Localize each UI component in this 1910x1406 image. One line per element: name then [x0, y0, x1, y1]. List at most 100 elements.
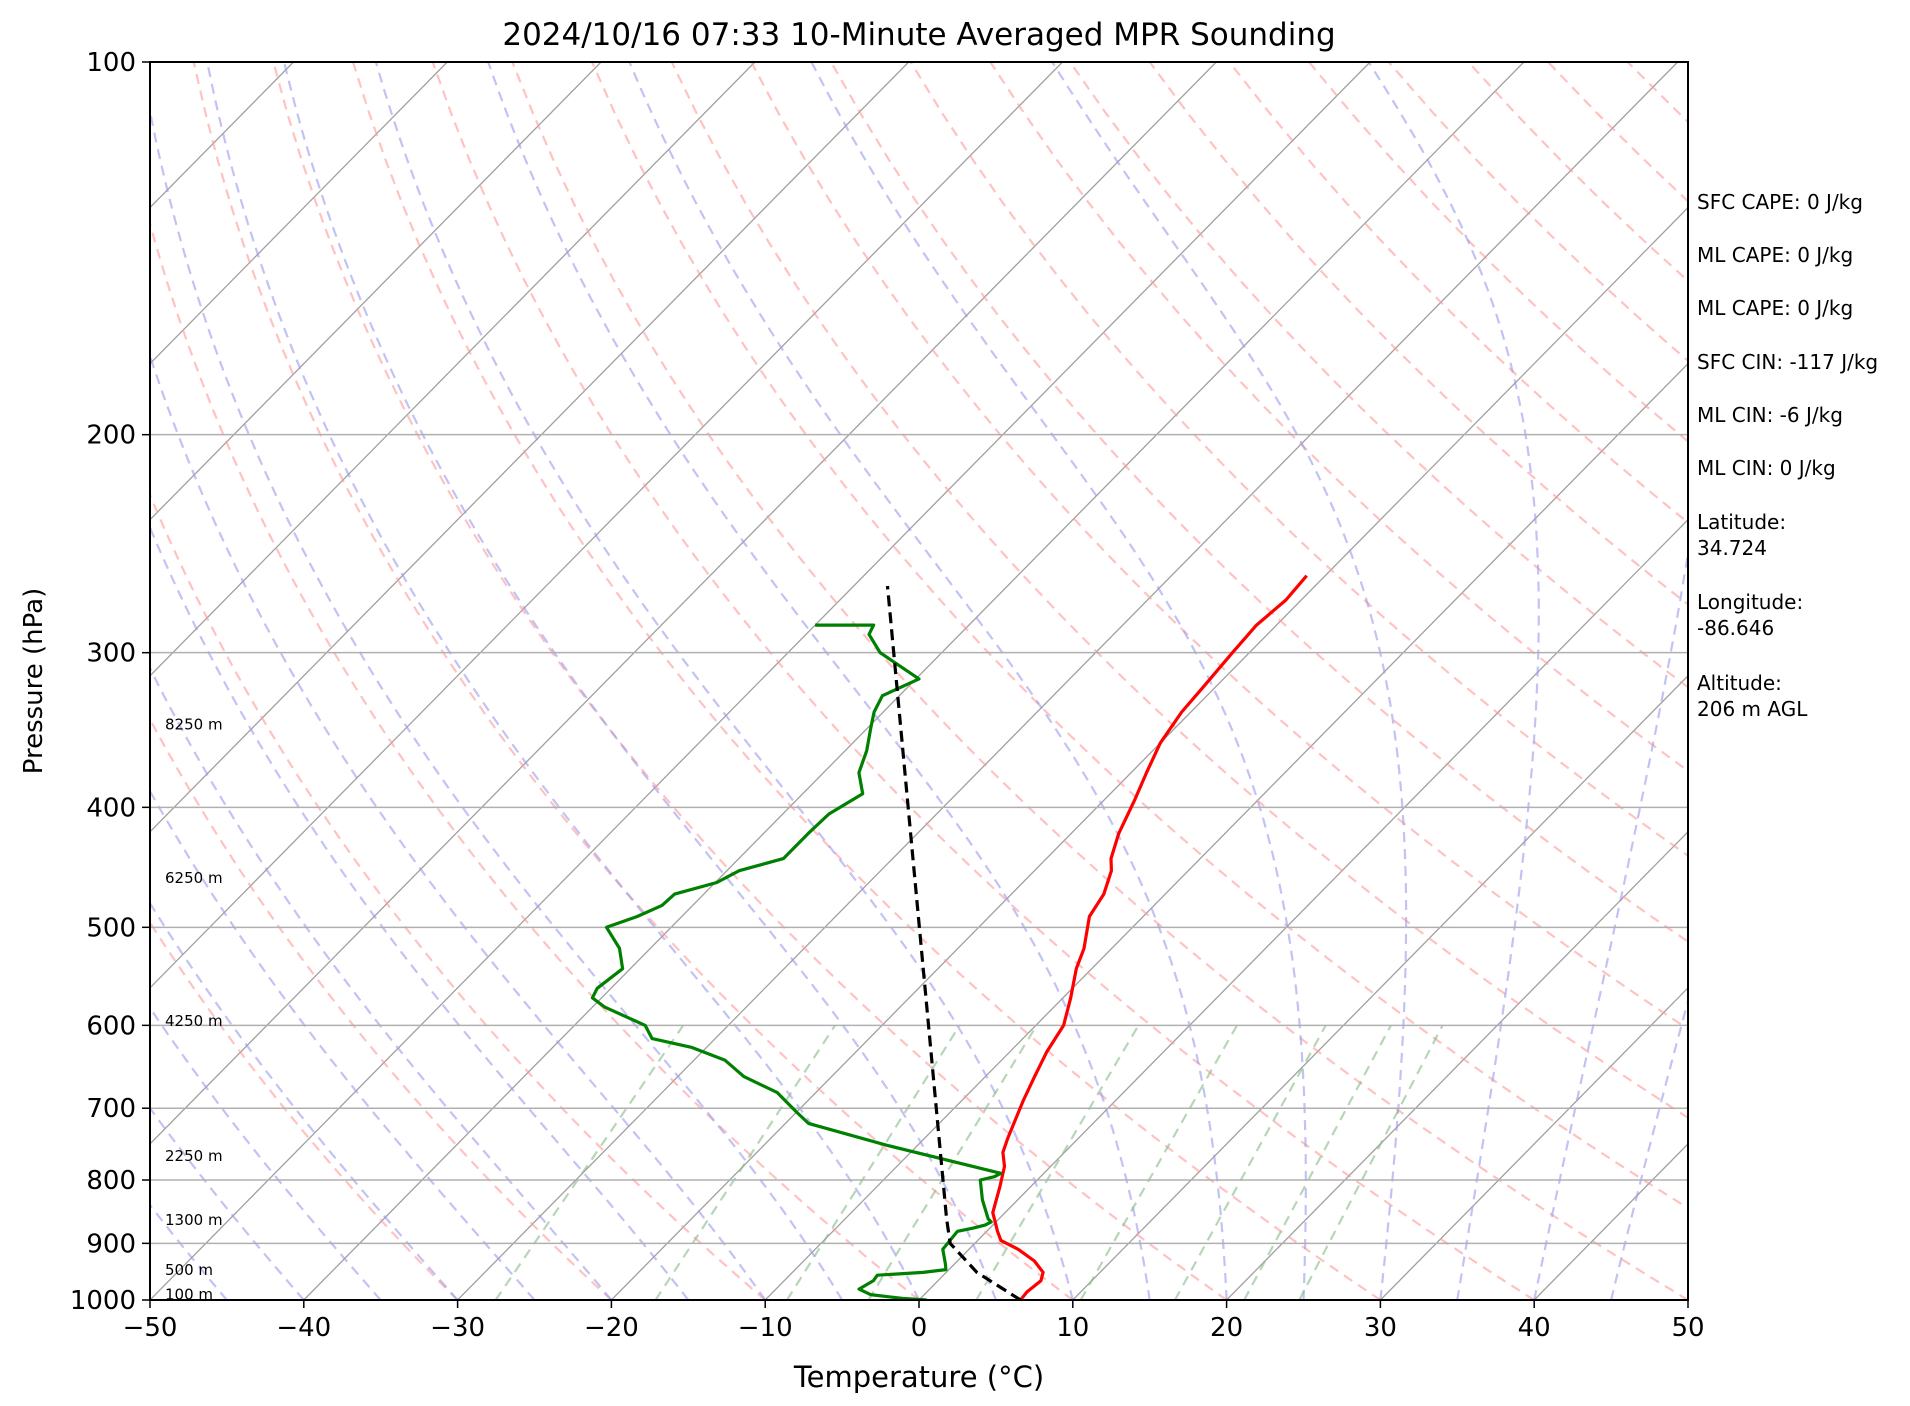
moist-adiabat-line: [150, 352, 767, 1300]
mixing-ratio-line: [786, 1024, 961, 1300]
y-tick-label: 500: [86, 913, 136, 943]
moist-adiabat-line: [1610, 996, 1688, 1300]
sfc-cin-text: SFC CIN: -117 J/kg: [1697, 350, 1879, 374]
moist-adiabat-line: [374, 62, 1074, 1300]
mixing-ratio-line: [1173, 1024, 1327, 1300]
x-axis-label: Temperature (°C): [793, 1360, 1044, 1394]
x-tick-label: 10: [1056, 1313, 1089, 1343]
mixing-ratio-line: [494, 1024, 685, 1300]
altitude-text: Altitude: 206 m AGL: [1697, 671, 1808, 721]
moist-adiabat-line: [150, 524, 690, 1300]
y-tick-label: 600: [86, 1011, 136, 1041]
x-tick-label: −50: [123, 1313, 178, 1343]
y-tick-label: 300: [86, 639, 136, 669]
dry-adiabat-line: [511, 62, 1688, 1300]
temperature-line: [991, 574, 1308, 1300]
dry-adiabat-line: [150, 219, 920, 1300]
parcel-profile-line: [885, 585, 1022, 1300]
mixing-ratio-line: [1243, 1024, 1392, 1300]
dry-adiabat-line: [989, 62, 1688, 773]
chart-title: 2024/10/16 07:33 10-Minute Averaged MPR …: [502, 17, 1335, 53]
dry-adiabat-line: [150, 920, 459, 1300]
mixing-ratio-line: [1079, 1024, 1238, 1300]
dry-adiabat-line: [192, 62, 1074, 1300]
height-label: 6250 m: [165, 869, 223, 887]
height-label: 500 m: [165, 1261, 213, 1279]
x-tick-label: −30: [430, 1313, 485, 1343]
y-tick-label: 200: [86, 421, 136, 451]
dry-adiabat-line: [351, 62, 1382, 1300]
y-tick-label: 400: [86, 793, 136, 823]
isotherm-line: [150, 62, 1217, 1145]
x-axis: −50 −40 −30 −20 −10 0 10 20 30 40 50: [123, 1300, 1705, 1343]
sfc-cape-text: SFC CAPE: 0 J/kg: [1697, 190, 1863, 214]
isotherm-line: [764, 362, 1688, 1300]
isotherm-line: [150, 62, 1063, 989]
y-tick-label: 1000: [70, 1286, 136, 1316]
isotherm-line: [457, 62, 1679, 1300]
dry-adiabat-line: [272, 62, 1228, 1300]
dry-adiabat-line: [1069, 62, 1688, 689]
isotherm-line: [1072, 674, 1688, 1300]
x-tick-label: 50: [1671, 1313, 1704, 1343]
moist-adiabat-line: [283, 62, 997, 1300]
isotherm-line: [150, 62, 910, 833]
moist-adiabat-line: [150, 1006, 382, 1300]
x-tick-label: 0: [911, 1313, 928, 1343]
moist-adiabat-line: [1533, 546, 1688, 1300]
dry-adiabat-line: [150, 717, 613, 1300]
isotherm-line: [150, 62, 756, 677]
y-tick-label: 100: [86, 48, 136, 78]
ml-cin-text-2: ML CIN: 0 J/kg: [1697, 456, 1836, 480]
longitude-text: Longitude: -86.646: [1697, 590, 1804, 640]
y-axis-label: Pressure (hPa): [19, 588, 49, 775]
x-tick-label: −40: [276, 1313, 331, 1343]
moist-adiabat-line: [1367, 62, 1540, 1300]
height-label: 2250 m: [165, 1147, 223, 1165]
gridlines: [150, 62, 1688, 1300]
x-tick-label: −20: [584, 1313, 639, 1343]
x-tick-label: 20: [1210, 1313, 1243, 1343]
moist-adiabat-line: [150, 901, 459, 1300]
isotherm-line: [610, 206, 1688, 1300]
moist-adiabat-line: [487, 62, 1151, 1300]
moist-adiabat-line: [206, 62, 920, 1300]
series-layer: [590, 574, 1308, 1300]
dry-adiabat-line: [150, 492, 766, 1300]
dry-adiabat-line: [909, 62, 1688, 858]
dry-adiabat-line: [590, 62, 1688, 1210]
mixing-ratio-line: [1298, 1024, 1444, 1300]
isotherm-line: [918, 518, 1688, 1300]
isotherm-line: [150, 62, 602, 521]
height-label: 100 m: [165, 1286, 213, 1304]
background-lines: [150, 62, 1688, 1300]
x-tick-label: 30: [1364, 1313, 1397, 1343]
height-label: 1300 m: [165, 1211, 223, 1229]
dry-adiabat-line: [830, 62, 1688, 944]
y-axis: 1000 900 800 700 600 500 400 300 200 100: [70, 48, 150, 1316]
height-labels: 100 m 500 m 1300 m 2250 m 4250 m 6250 m 8250 m: [165, 716, 223, 1304]
moist-adiabat-line: [150, 105, 844, 1300]
ml-cin-text: ML CIN: -6 J/kg: [1697, 403, 1843, 427]
dry-adiabat-line: [431, 62, 1535, 1300]
ml-cape-text-2: ML CAPE: 0 J/kg: [1697, 296, 1854, 320]
moist-adiabat-line: [628, 62, 1228, 1300]
y-tick-label: 900: [86, 1229, 136, 1259]
moist-adiabat-line: [1051, 62, 1408, 1300]
latitude-text: Latitude: 34.724: [1697, 510, 1787, 560]
isotherm-line: [1379, 986, 1688, 1300]
x-tick-label: −10: [738, 1313, 793, 1343]
isotherm-line: [150, 62, 1371, 1300]
moist-adiabat-line: [810, 62, 1307, 1300]
y-tick-label: 800: [86, 1166, 136, 1196]
mixing-ratio-line: [654, 1024, 837, 1300]
moist-adiabat-line: [150, 788, 536, 1300]
isotherm-line: [150, 62, 448, 365]
height-label: 8250 m: [165, 716, 223, 734]
dewpoint-line: [590, 623, 1003, 1300]
ml-cape-text: ML CAPE: 0 J/kg: [1697, 243, 1854, 267]
mixing-ratio-line: [975, 1024, 1140, 1300]
x-tick-label: 40: [1518, 1313, 1551, 1343]
dry-adiabat-line: [1148, 62, 1688, 606]
